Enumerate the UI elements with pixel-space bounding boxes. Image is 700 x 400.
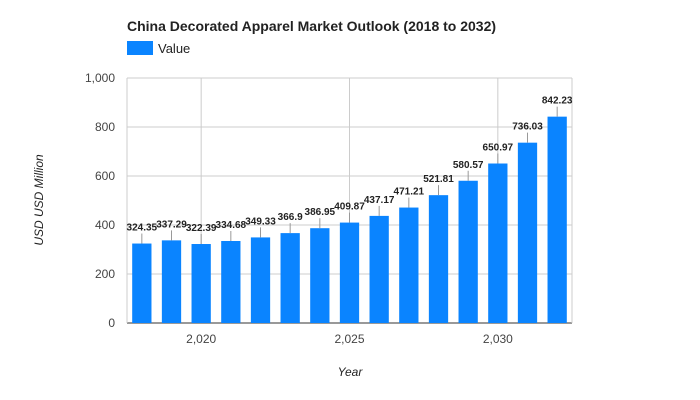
bar	[369, 215, 389, 323]
bar	[488, 163, 508, 323]
data-label: 386.95	[305, 207, 336, 218]
bar	[339, 222, 360, 323]
data-label: 366.9	[278, 212, 303, 223]
x-tick-label: 2,025	[334, 332, 364, 346]
y-axis-title: USD USD Million	[32, 154, 46, 246]
x-tick-label: 2,030	[483, 332, 513, 346]
data-label: 334.68	[216, 220, 247, 231]
bar	[310, 228, 330, 323]
data-labels: 324.35 337.29 322.39 334.68 349.33 366.9 386.9…	[127, 96, 573, 245]
bar	[458, 180, 478, 323]
x-axis-title: Year	[338, 365, 364, 379]
bar	[161, 240, 182, 323]
y-tick-label: 0	[108, 316, 115, 330]
bar	[221, 241, 241, 323]
data-label: 409.87	[334, 202, 365, 213]
bar	[132, 243, 152, 323]
x-tick-label: 2,020	[186, 332, 216, 346]
y-axis-ticks: 0 200 400 600 800 1,000	[85, 71, 115, 330]
y-tick-label: 600	[95, 169, 115, 183]
data-label: 580.57	[453, 160, 484, 171]
y-tick-label: 800	[95, 120, 115, 134]
data-label: 437.17	[364, 195, 395, 206]
legend: Value	[127, 41, 190, 56]
y-tick-label: 200	[95, 267, 115, 281]
y-tick-label: 400	[95, 218, 115, 232]
data-label: 650.97	[483, 143, 514, 154]
chart-title: China Decorated Apparel Market Outlook (…	[127, 18, 496, 34]
data-label: 322.39	[186, 223, 217, 234]
data-label: 521.81	[423, 174, 454, 185]
bar	[250, 237, 271, 323]
legend-swatch	[127, 41, 153, 55]
data-label: 842.23	[542, 96, 573, 107]
data-label: 337.29	[156, 219, 187, 230]
bar	[399, 207, 419, 323]
bar	[547, 116, 567, 323]
bar	[280, 233, 300, 323]
x-axis-ticks: 2,020 2,025 2,030	[186, 332, 513, 346]
data-label: 471.21	[394, 187, 425, 198]
data-label: 349.33	[245, 216, 276, 227]
y-tick-label: 1,000	[85, 71, 115, 85]
bar	[191, 244, 211, 323]
bar	[517, 142, 538, 323]
legend-label: Value	[158, 41, 190, 56]
data-label: 324.35	[127, 223, 158, 234]
bar	[428, 195, 449, 323]
data-label: 736.03	[512, 122, 543, 133]
bars	[132, 116, 567, 323]
